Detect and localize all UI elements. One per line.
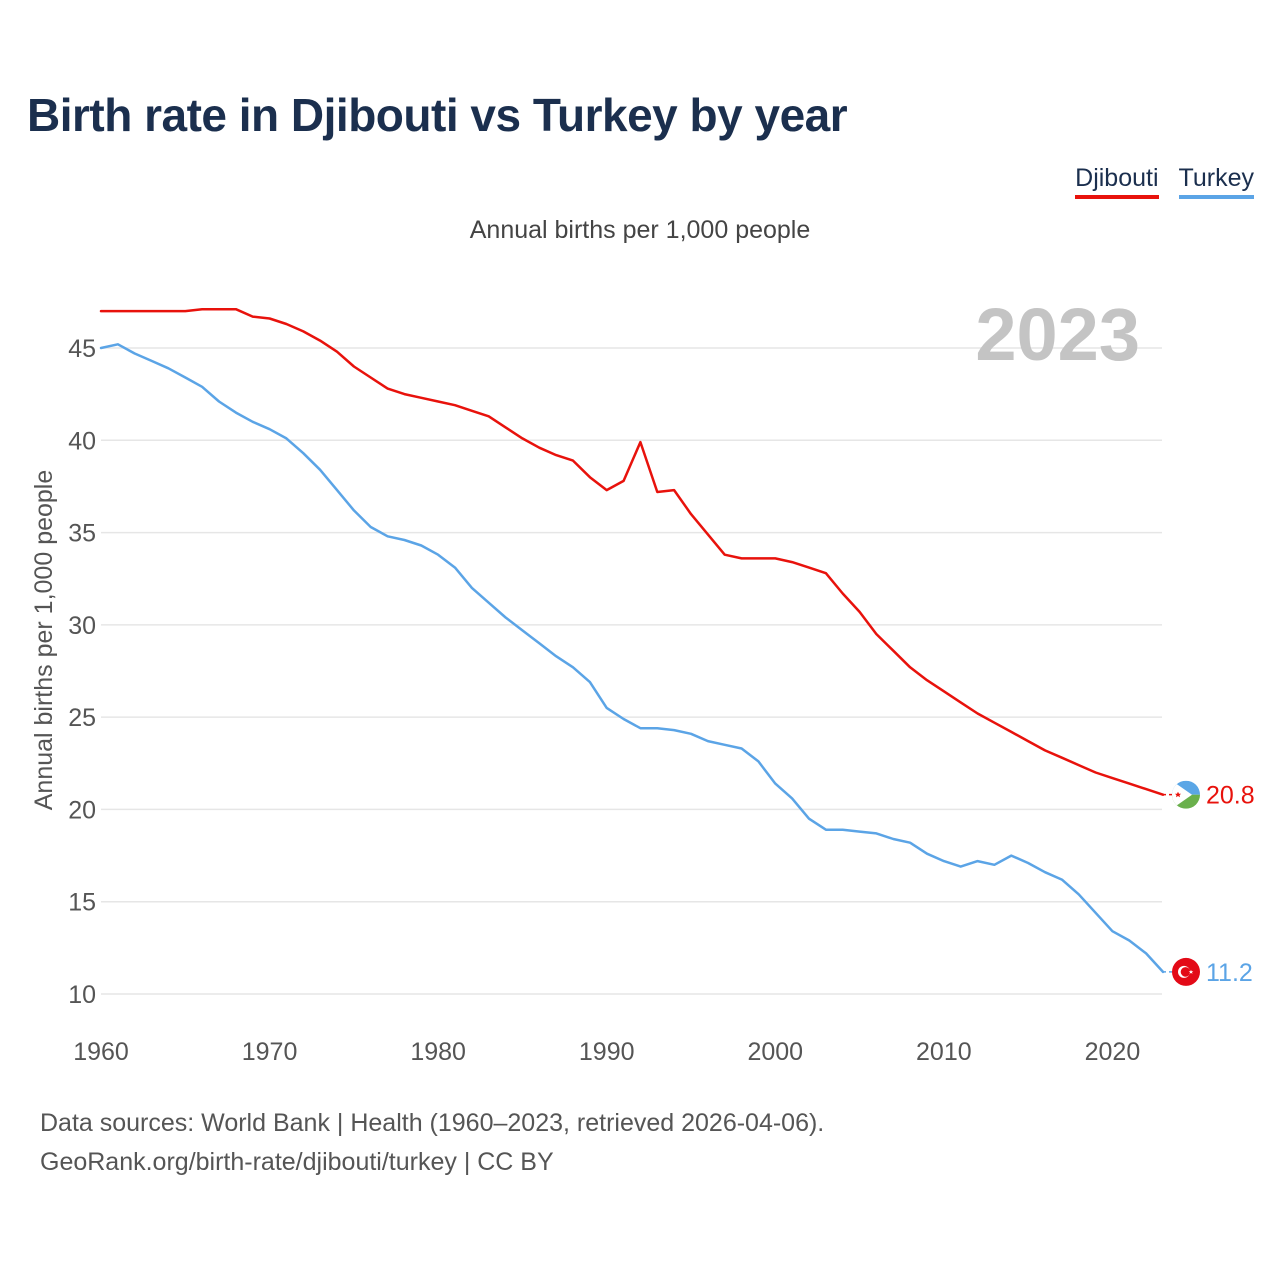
gridlines (101, 347, 1162, 995)
y-tick-label: 15 (68, 889, 96, 917)
y-tick-label: 20 (68, 796, 96, 824)
y-tick-label: 25 (68, 704, 96, 732)
x-tick-label: 1970 (242, 1038, 298, 1066)
x-tick-label: 2000 (747, 1038, 803, 1066)
series-line-djibouti[interactable] (99, 307, 1165, 796)
x-tick-label: 1990 (579, 1038, 635, 1066)
footer: Data sources: World Bank | Health (1960–… (40, 1104, 824, 1182)
attribution-link[interactable]: GeoRank.org/birth-rate/djibouti/turkey |… (40, 1148, 554, 1176)
series-lines: 20.8 11.2 (99, 307, 1255, 987)
legend-item-turkey[interactable]: Turkey (1178, 164, 1254, 199)
series-line-turkey[interactable] (99, 343, 1165, 974)
end-value-label-djibouti: 20.8 (1206, 782, 1255, 810)
x-tick-label: 2020 (1085, 1038, 1141, 1066)
legend: Djibouti Turkey (1075, 164, 1254, 199)
x-tick-label: 1980 (410, 1038, 466, 1066)
line-chart: 10 15 20 25 30 35 40 45 1960 1970 1980 1990 2000 201… (30, 293, 1255, 1066)
chart-subtitle: Annual births per 1,000 people (469, 216, 811, 244)
y-axis-label: Annual births per 1,000 people (30, 470, 58, 811)
djibouti-flag-icon (1172, 780, 1200, 809)
x-tick-label: 2010 (916, 1038, 972, 1066)
turkey-flag-icon (1172, 957, 1200, 986)
y-tick-label: 45 (68, 335, 96, 363)
data-source-note: Data sources: World Bank | Health (1960–… (40, 1109, 825, 1137)
y-tick-label: 30 (68, 612, 96, 640)
y-tick-label: 35 (68, 520, 96, 548)
y-tick-label: 40 (68, 427, 96, 455)
y-axis-ticks: 10 15 20 25 30 35 40 45 (68, 335, 96, 1009)
x-tick-label: 1960 (73, 1038, 129, 1066)
y-tick-label: 10 (68, 981, 96, 1009)
legend-item-djibouti[interactable]: Djibouti (1075, 164, 1159, 199)
x-axis-ticks: 1960 1970 1980 1990 2000 2010 2020 (73, 1038, 1140, 1066)
series-endpoints (1172, 780, 1200, 986)
chart-title: Birth rate in Djibouti vs Turkey by year (27, 89, 848, 141)
end-value-label-turkey: 11.2 (1206, 959, 1253, 987)
year-watermark: 2023 (975, 293, 1140, 376)
